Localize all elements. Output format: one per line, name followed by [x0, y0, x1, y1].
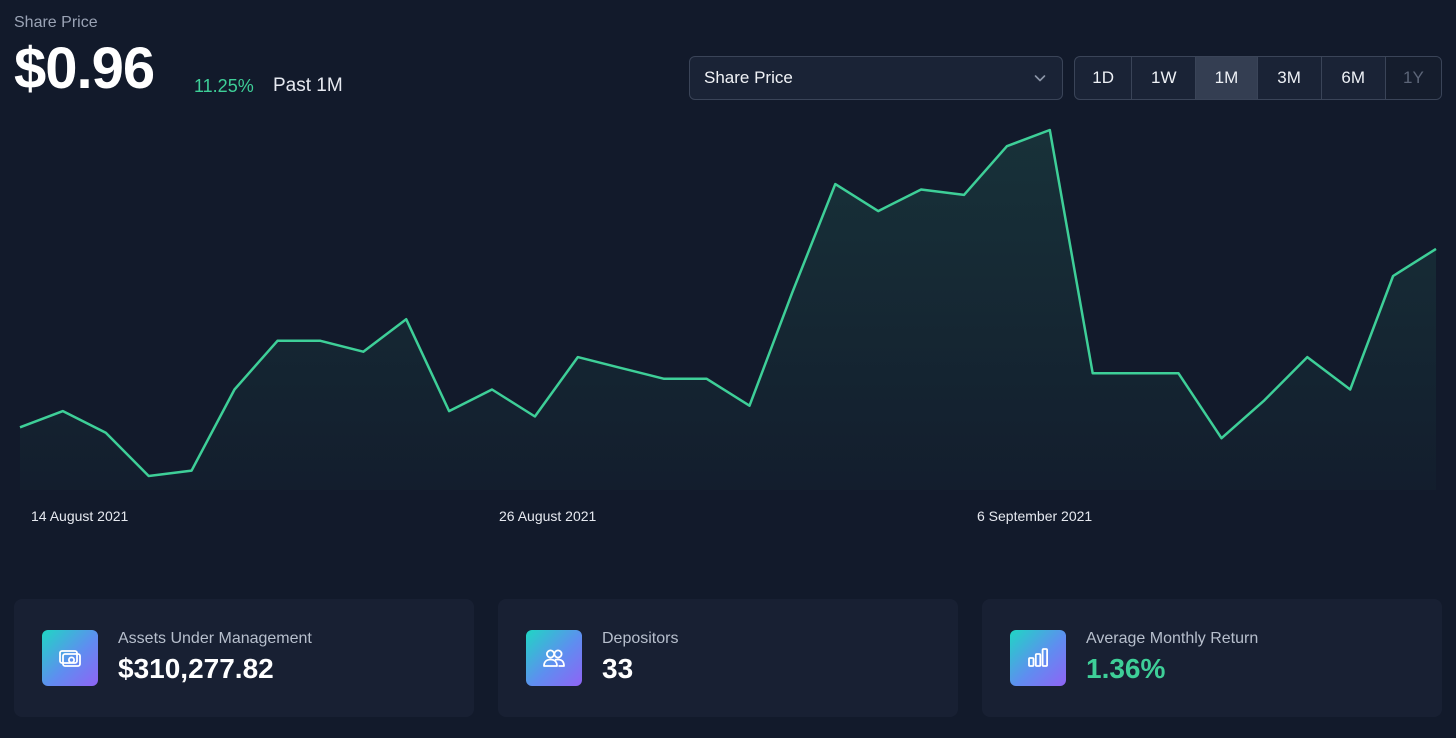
- range-6m-button[interactable]: 6M: [1322, 57, 1386, 99]
- range-3m-button[interactable]: 3M: [1258, 57, 1322, 99]
- stat-value: 1.36%: [1086, 653, 1166, 684]
- range-1y-button: 1Y: [1385, 57, 1441, 99]
- stat-card-depositors: Depositors 33: [498, 599, 958, 717]
- stat-card-aum: Assets Under Management $310,277.82: [14, 599, 474, 717]
- stat-value: 33: [602, 653, 634, 684]
- range-1m-button[interactable]: 1M: [1196, 57, 1258, 99]
- stat-value: $310,277.82: [118, 653, 274, 684]
- metric-select[interactable]: Share Price: [689, 56, 1063, 100]
- share-price-chart: [19, 128, 1437, 490]
- stat-card-avg-monthly-return: Average Monthly Return 1.36%: [982, 599, 1442, 717]
- price-change-percent: 11.25%: [194, 76, 254, 96]
- cash-icon: [42, 630, 98, 686]
- x-tick-label: 26 August 2021: [499, 508, 597, 524]
- time-range-selector[interactable]: 1D 1W 1M 3M 6M 1Y: [1074, 56, 1442, 100]
- share-price-label: Share Price: [14, 14, 98, 31]
- chart-area-fill: [20, 130, 1436, 490]
- bar-chart-icon: [1010, 630, 1066, 686]
- x-tick-label: 6 September 2021: [977, 508, 1093, 524]
- users-icon: [526, 630, 582, 686]
- stat-label: Average Monthly Return: [1086, 630, 1259, 647]
- metric-select-value: Share Price: [704, 68, 793, 87]
- chart-series-line: [19, 128, 1437, 478]
- share-price-value: $0.96: [14, 36, 155, 101]
- range-1d-button[interactable]: 1D: [1075, 57, 1133, 99]
- period-label: Past 1M: [273, 75, 343, 96]
- stat-label: Depositors: [602, 630, 679, 647]
- stat-label: Assets Under Management: [118, 630, 312, 647]
- chevron-down-icon: [1034, 75, 1046, 82]
- range-1w-button[interactable]: 1W: [1132, 57, 1197, 99]
- x-tick-label: 14 August 2021: [31, 508, 129, 524]
